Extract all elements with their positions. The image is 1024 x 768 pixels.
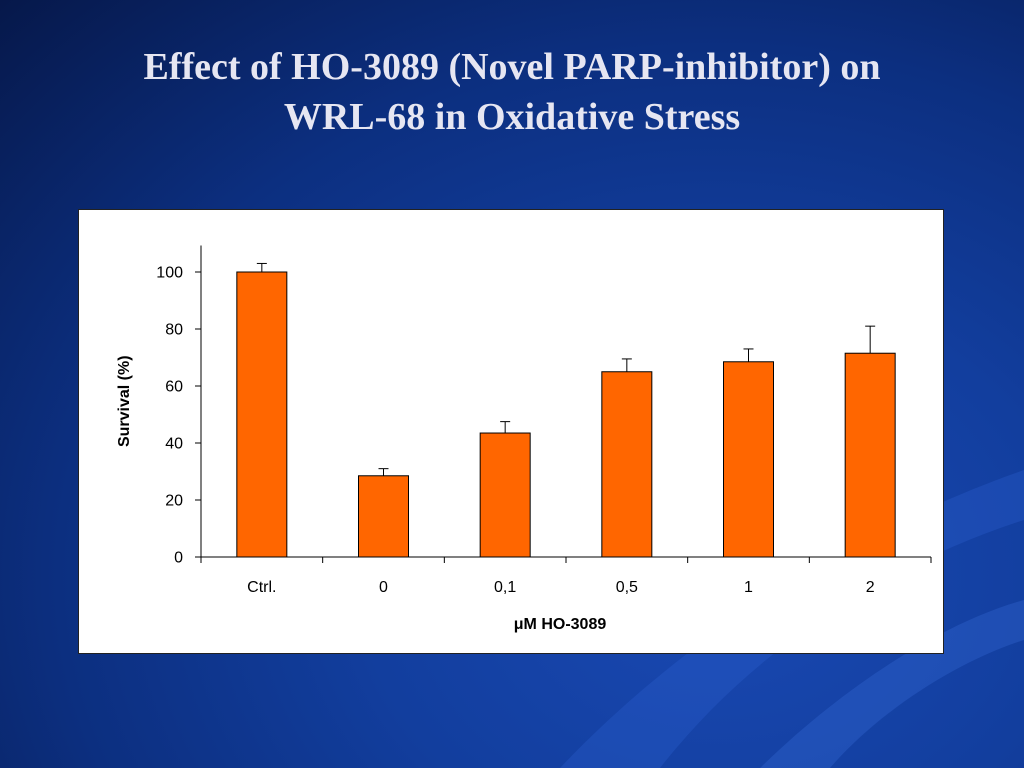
x-tick-label: 0 [379, 579, 388, 596]
x-axis: Ctrl. 0 0,1 0,5 1 2 [200, 556, 932, 596]
bar [844, 352, 896, 558]
y-tick-label: 100 [156, 265, 183, 282]
x-tick-label: 0,1 [494, 579, 516, 596]
slide-title-line1: Effect of HO-3089 (Novel PARP-inhibitor)… [143, 46, 881, 88]
slide-title-line2: WRL-68 in Oxidative Stress [283, 96, 741, 138]
bar [236, 271, 288, 558]
slide-title: Effect of HO-3089 (Novel PARP-inhibitor)… [0, 42, 1024, 142]
y-axis: 0 20 40 60 80 100 [156, 245, 202, 567]
bar-chart: 0 20 40 60 80 100 Ctrl. 0 0,1 0,5 1 2 Survival (%)… [116, 245, 932, 633]
bar [723, 361, 774, 558]
y-tick-label: 60 [165, 379, 183, 396]
bar [358, 475, 409, 558]
y-axis-title: Survival (%) [116, 355, 133, 447]
error-bars [256, 262, 876, 476]
y-tick-label: 20 [165, 493, 183, 510]
x-tick-label: Ctrl. [247, 579, 276, 596]
x-tick-label: 0,5 [616, 579, 638, 596]
bar [479, 432, 531, 558]
y-tick-label: 80 [165, 322, 183, 339]
bar [601, 371, 653, 558]
bars [236, 271, 896, 558]
y-tick-label: 0 [174, 550, 183, 567]
y-tick-label: 40 [165, 436, 183, 453]
chart-panel: 0 20 40 60 80 100 Ctrl. 0 0,1 0,5 1 2 Survival (%)… [78, 209, 944, 654]
x-axis-title: μM HO-3089 [514, 616, 607, 633]
x-tick-label: 1 [744, 579, 753, 596]
x-tick-label: 2 [866, 579, 875, 596]
